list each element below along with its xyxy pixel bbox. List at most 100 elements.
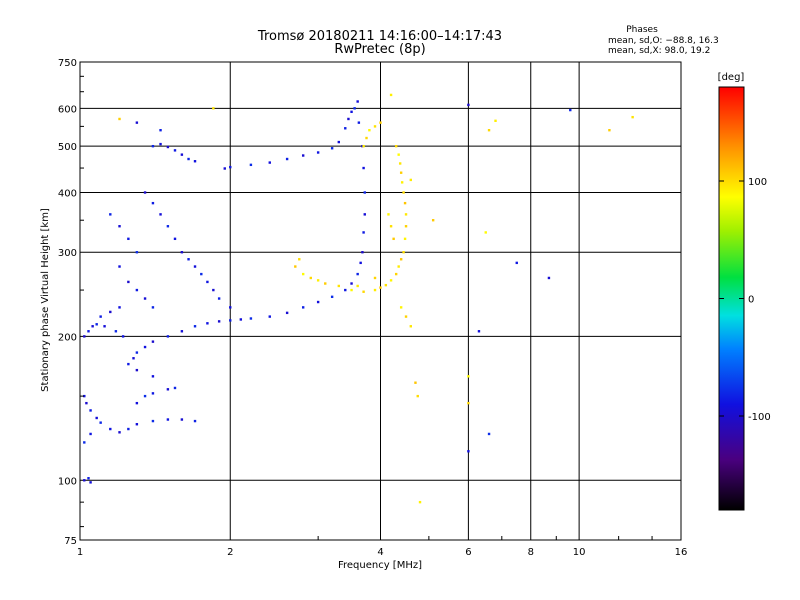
data-point-o: [114, 330, 118, 333]
data-point-o: [83, 441, 86, 444]
x-tick-label: 10: [573, 547, 586, 558]
data-point-o: [363, 191, 366, 194]
data-point-o: [359, 261, 362, 265]
data-point-x: [350, 288, 353, 292]
data-point-x: [399, 306, 403, 309]
data-point-o: [135, 401, 139, 405]
data-point-o: [166, 388, 170, 391]
data-point-o: [487, 432, 491, 436]
data-point-o: [143, 297, 147, 300]
data-point-o: [151, 306, 155, 309]
data-point-x: [118, 117, 121, 121]
data-point-o: [91, 325, 94, 328]
y-tick-label: 750: [58, 58, 77, 69]
data-point-x: [298, 258, 301, 261]
data-point-x: [467, 401, 470, 405]
data-point-o: [103, 325, 106, 328]
data-point-o: [353, 107, 356, 110]
data-point-o: [361, 251, 364, 254]
data-point-x: [362, 144, 365, 148]
data-point-x: [309, 276, 312, 280]
data-point-x: [402, 191, 405, 194]
data-point-o: [127, 427, 130, 431]
data-point-o: [268, 161, 271, 164]
colorbar-tick-label: 100: [748, 177, 767, 188]
data-point-o: [229, 165, 232, 169]
data-point-o: [187, 157, 190, 161]
data-point-o: [118, 265, 121, 268]
data-point-o: [193, 265, 197, 268]
data-point-o: [159, 142, 162, 146]
data-point-o: [350, 110, 353, 114]
data-point-o: [180, 251, 184, 254]
data-point-o: [143, 394, 147, 398]
data-point-o: [89, 409, 92, 412]
data-point-o: [127, 280, 130, 284]
data-point-x: [389, 225, 393, 228]
data-point-x: [362, 290, 365, 293]
y-tick-label: 500: [58, 142, 77, 153]
data-point-x: [373, 276, 377, 280]
data-point-o: [95, 416, 98, 420]
data-point-o: [109, 310, 112, 314]
data-point-o: [83, 479, 86, 482]
data-point-x: [398, 162, 402, 165]
data-point-o: [193, 419, 197, 423]
data-point-x: [337, 284, 341, 288]
x-tick-label: 2: [227, 547, 233, 558]
data-point-x: [484, 231, 487, 234]
data-point-o: [316, 151, 320, 154]
data-point-o: [217, 297, 221, 300]
data-point-o: [301, 154, 305, 157]
data-point-o: [135, 288, 139, 292]
data-points: [83, 93, 634, 504]
data-point-x: [397, 265, 400, 268]
data-point-x: [431, 219, 435, 222]
data-point-x: [467, 375, 470, 378]
data-point-o: [193, 160, 197, 163]
data-point-x: [399, 171, 403, 174]
data-point-o: [569, 108, 572, 112]
y-tick-label: 100: [58, 476, 77, 487]
data-point-o: [95, 323, 98, 326]
data-point-x: [409, 325, 412, 328]
data-point-o: [362, 231, 365, 234]
y-tick-label: 75: [64, 536, 77, 547]
data-point-x: [389, 93, 393, 97]
data-point-o: [187, 258, 190, 261]
data-point-o: [85, 401, 88, 405]
grid-lines: [80, 62, 681, 540]
data-point-o: [151, 375, 155, 378]
data-point-o: [301, 306, 305, 309]
data-point-o: [135, 423, 139, 426]
data-point-o: [249, 317, 253, 320]
x-tick-label: 8: [528, 547, 534, 558]
data-point-x: [389, 279, 393, 282]
x-tick-label: 4: [377, 547, 383, 558]
data-point-o: [239, 318, 243, 321]
data-point-o: [344, 127, 347, 130]
data-point-o: [330, 295, 334, 299]
data-point-o: [132, 357, 135, 360]
data-point-o: [143, 191, 147, 194]
data-point-x: [414, 381, 417, 384]
y-tick-label: 300: [58, 248, 77, 259]
data-point-x: [384, 283, 388, 287]
data-point-x: [397, 153, 400, 156]
data-point-x: [409, 178, 412, 182]
x-tick-label: 16: [675, 547, 688, 558]
data-point-o: [89, 481, 92, 484]
data-point-x: [368, 128, 371, 132]
colorbar-tick-label: -100: [748, 412, 771, 423]
data-point-x: [387, 213, 390, 216]
data-point-x: [404, 213, 408, 216]
data-point-o: [229, 319, 232, 322]
data-point-x: [416, 394, 419, 398]
data-point-o: [268, 315, 271, 318]
data-point-o: [206, 322, 209, 325]
data-point-o: [193, 325, 197, 328]
data-point-o: [515, 261, 518, 265]
data-point-o: [347, 117, 350, 121]
data-point-o: [356, 272, 359, 276]
